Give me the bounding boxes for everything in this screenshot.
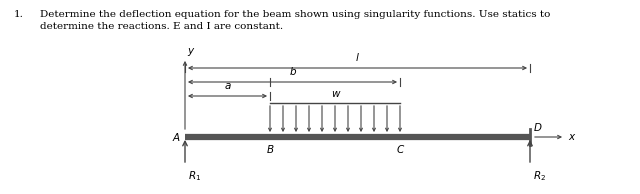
Text: y: y — [187, 46, 193, 56]
Text: C: C — [396, 145, 404, 155]
Text: l: l — [356, 53, 359, 63]
Text: w: w — [331, 89, 339, 99]
Text: $R_2$: $R_2$ — [533, 169, 546, 183]
Text: 1.: 1. — [14, 10, 24, 19]
Text: determine the reactions. E and I are constant.: determine the reactions. E and I are con… — [40, 22, 283, 31]
Text: A: A — [173, 133, 180, 143]
Text: $R_1$: $R_1$ — [188, 169, 201, 183]
Text: b: b — [289, 67, 296, 77]
Text: B: B — [266, 145, 273, 155]
Text: x: x — [568, 132, 574, 142]
Text: a: a — [224, 81, 230, 91]
Text: D: D — [534, 123, 542, 133]
Text: Determine the deflection equation for the beam shown using singularity functions: Determine the deflection equation for th… — [40, 10, 550, 19]
